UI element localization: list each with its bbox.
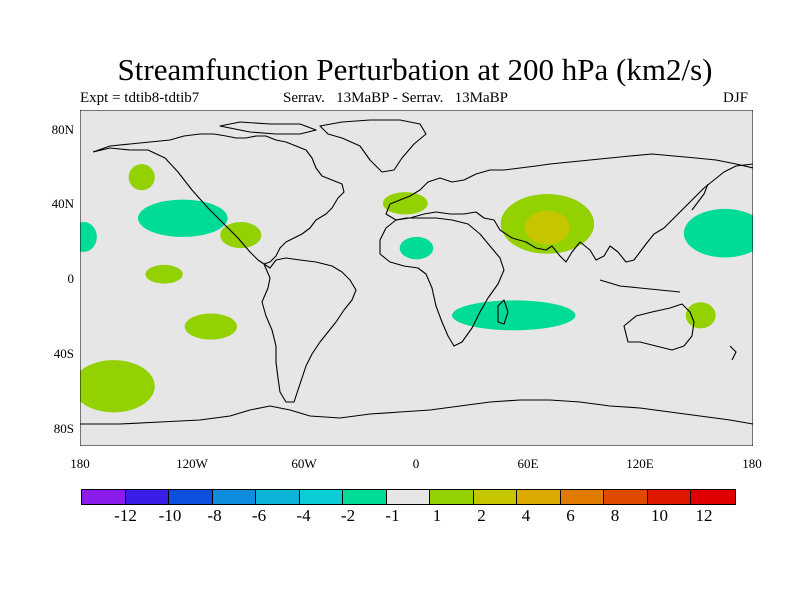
season-label: DJF (723, 90, 749, 106)
colorbar-label-10: 6 (566, 506, 575, 525)
coast-madagascar (497, 299, 509, 325)
anomaly-australia-ne (685, 302, 716, 329)
coast-north-america (92, 133, 345, 265)
lon-label-120w: 120W (176, 456, 208, 471)
colorbar-label-12: 10 (651, 506, 668, 525)
anomaly-mediterranean (382, 192, 428, 215)
coast-west-europe (385, 203, 495, 221)
lat-label-40n: 40N (51, 196, 74, 211)
lat-label-40s: 40S (53, 346, 74, 361)
anomaly-s-indian-ocean (452, 300, 576, 331)
anomaly-e-pacific-west-edge (80, 222, 97, 252)
lat-label-0: 0 (67, 271, 75, 286)
coast-africa (379, 217, 505, 347)
coast-japan (691, 183, 709, 211)
colorbar-box-9 (473, 490, 517, 504)
colorbar-box-5 (299, 490, 343, 504)
colorbar-box-7 (386, 490, 430, 504)
colorbar-box-4 (256, 490, 300, 504)
colorbar-label-0: -12 (114, 506, 137, 525)
anomaly-central-america (220, 222, 262, 249)
coast-mideast-asia (493, 163, 753, 263)
coast-south-america (261, 257, 357, 403)
colorbar-label-7: 1 (432, 506, 442, 525)
world-map (80, 110, 753, 446)
lon-label-60e: 60E (517, 456, 539, 471)
map-background (80, 110, 753, 446)
colorbar-label-11: 8 (610, 506, 620, 525)
coast-australia (623, 303, 695, 351)
colorbar-label-3: -6 (251, 506, 267, 525)
colorbar-box-6 (343, 490, 387, 504)
colorbar-label-5: -2 (340, 506, 356, 525)
colorbar-label-1: -10 (158, 506, 182, 525)
figure-title: Streamfunction Perturbation at 200 hPa (… (117, 52, 713, 87)
lon-label-180w: 180 (70, 456, 90, 471)
anomaly-tropical-pacific (145, 264, 183, 284)
anomaly-n-africa (399, 236, 434, 260)
lon-label-0: 0 (412, 456, 420, 471)
colorbar-box-14 (691, 490, 735, 504)
coast-new-zealand (729, 345, 737, 361)
coast-europe (389, 153, 753, 205)
anomaly-far-s-pacific (80, 360, 155, 413)
lon-label-180e: 180 (742, 456, 762, 471)
colorbar-box-0 (82, 490, 126, 504)
colorbar-box-2 (169, 490, 213, 504)
colorbar-box-13 (647, 490, 691, 504)
lat-label-80s: 80S (53, 421, 74, 436)
anomaly-s-pacific (184, 313, 238, 340)
anomaly-fills (80, 164, 753, 413)
colorbar-label-13: 12 (695, 506, 713, 525)
colorbar-box-12 (604, 490, 648, 504)
coast-indonesia (599, 279, 681, 293)
colorbar-box-10 (517, 490, 561, 504)
colorbar-box-1 (125, 490, 169, 504)
anomaly-n-pacific-small (128, 164, 155, 191)
colorbar-box-11 (560, 490, 604, 504)
colorbar-box-3 (212, 490, 256, 504)
colorbar (81, 489, 736, 505)
period-label: Serrav. 13MaBP - Serrav. 13MaBP (283, 90, 508, 106)
anomaly-nw-pacific (683, 208, 753, 258)
colorbar-label-8: 2 (477, 506, 486, 525)
colorbar-box-8 (430, 490, 474, 504)
coastlines (80, 119, 753, 425)
anomaly-n-pacific-east (137, 199, 228, 237)
colorbar-label-2: -8 (207, 506, 222, 525)
coast-greenland (319, 119, 427, 173)
lat-label-80n: 80N (51, 122, 74, 137)
lon-label-60w: 60W (291, 456, 317, 471)
coast-canada-arctic (219, 121, 317, 135)
colorbar-label-4: -4 (296, 506, 311, 525)
anomaly-tibet-inner (524, 210, 570, 245)
colorbar-label-6: -1 (385, 506, 400, 525)
lon-label-120e: 120E (626, 456, 654, 471)
experiment-label: Expt = tdtib8-tdtib7 (80, 90, 200, 106)
colorbar-label-9: 4 (521, 506, 531, 525)
coast-antarctica (80, 399, 753, 425)
